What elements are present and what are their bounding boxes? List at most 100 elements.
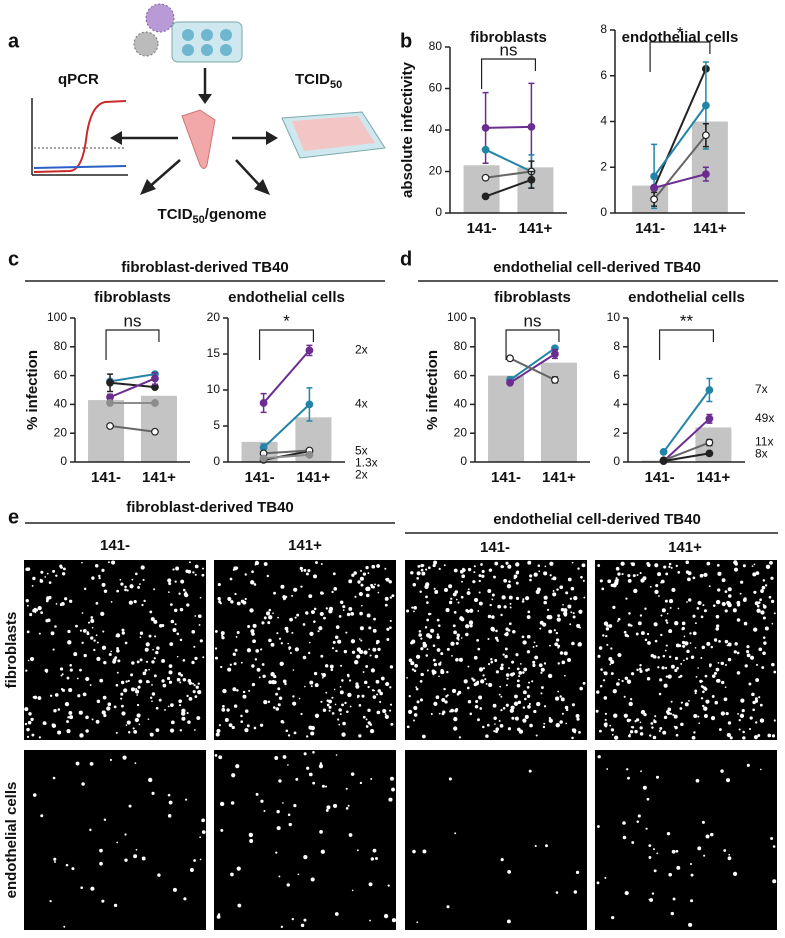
cell-dot (567, 658, 571, 662)
cell-dot (120, 680, 125, 685)
cell-dot (631, 672, 635, 676)
cell-dot (529, 574, 533, 578)
cell-dot (677, 570, 681, 574)
point (659, 448, 668, 456)
cell-dot (268, 680, 273, 685)
cell-dot (624, 676, 629, 681)
cell-dot (134, 762, 137, 765)
cell-dot (48, 581, 52, 584)
cell-dot (630, 698, 633, 701)
cell-dot (698, 722, 701, 725)
cell-dot (68, 688, 73, 693)
cell-dot (380, 676, 385, 681)
cell-dot (604, 718, 607, 721)
cell-dot (653, 622, 658, 627)
bracket (505, 329, 560, 360)
cell-dot (494, 723, 496, 725)
cell-dot (237, 903, 242, 908)
cell-dot (718, 728, 722, 731)
cell-dot (354, 660, 359, 665)
cell-dot (666, 831, 671, 836)
cell-dot (509, 602, 512, 605)
cell-dot (627, 623, 631, 627)
cell-dot (555, 631, 559, 635)
cell-dot (700, 697, 704, 700)
cell-dot (193, 684, 196, 687)
cell-dot (754, 697, 758, 701)
cell-dot (121, 628, 125, 632)
cell-dot (668, 655, 672, 659)
cell-dot (650, 653, 655, 658)
x-tick-label: 141+ (519, 220, 553, 237)
cell-dot (527, 705, 531, 709)
cell-dot (410, 661, 415, 666)
cell-dot (44, 668, 49, 673)
y-tick-label: 0 (460, 454, 467, 468)
cell-dot (478, 579, 481, 583)
cell-dot (342, 721, 346, 726)
cell-dot (478, 591, 481, 594)
cell-dot (752, 700, 756, 705)
cell-dot (167, 814, 172, 818)
cell-dot (658, 595, 660, 597)
cell-dot (453, 726, 458, 731)
cell-dot (576, 623, 581, 628)
cell-dot (551, 578, 553, 580)
cell-dot (674, 725, 678, 730)
cell-dot (435, 695, 440, 700)
cell-dot (639, 726, 643, 730)
cell-dot (361, 694, 365, 698)
cell-dot (303, 854, 308, 860)
cell-dot (358, 591, 363, 597)
cell-dot (473, 655, 478, 660)
cell-dot (472, 580, 476, 584)
cell-dot (308, 725, 313, 730)
cell-dot (523, 691, 526, 694)
cell-dot (646, 563, 651, 567)
ratio-label: TCID50/genome (158, 206, 267, 226)
series-line (109, 377, 156, 399)
cell-dot (287, 764, 289, 766)
cell-dot (742, 736, 746, 740)
cell-dot (466, 686, 470, 690)
cell-dot (279, 661, 284, 666)
cell-dot (45, 619, 49, 623)
cell-dot (408, 694, 411, 698)
cell-dot (708, 663, 712, 667)
cell-dot (253, 583, 257, 586)
point (106, 378, 114, 387)
cell-dot (320, 700, 323, 703)
x-tick-label: 141+ (142, 469, 176, 486)
cell-dot (25, 669, 28, 672)
cell-dot (285, 729, 289, 733)
cell-dot (632, 574, 636, 578)
cell-dot (690, 873, 694, 877)
cell-dot (756, 608, 761, 613)
cell-dot (360, 569, 363, 572)
cell-dot (532, 645, 535, 648)
cell-dot (421, 571, 426, 576)
cell-dot (474, 704, 479, 709)
cell-dot (531, 680, 534, 683)
y-tick-label: 0 (600, 205, 607, 219)
cell-dot (359, 649, 364, 655)
cell-dot (734, 562, 738, 566)
y-tick-label: 100 (447, 310, 467, 324)
cell-dot (623, 630, 627, 634)
cell-dot (412, 849, 416, 854)
cell-dot (515, 562, 520, 567)
cell-dot (391, 594, 395, 598)
cell-dot (199, 596, 202, 599)
cell-dot (319, 611, 324, 616)
series-line (262, 403, 311, 449)
cell-dot (522, 598, 525, 601)
cell-dot (90, 616, 94, 619)
cell-dot (95, 634, 98, 637)
cell-dot (115, 731, 118, 734)
cell-dot (59, 667, 64, 671)
cell-dot (375, 642, 379, 645)
x-tick-label: 141- (635, 220, 665, 237)
cell-dot (610, 583, 614, 587)
x-tick-label: 141+ (297, 469, 331, 486)
cell-dot (649, 585, 652, 588)
